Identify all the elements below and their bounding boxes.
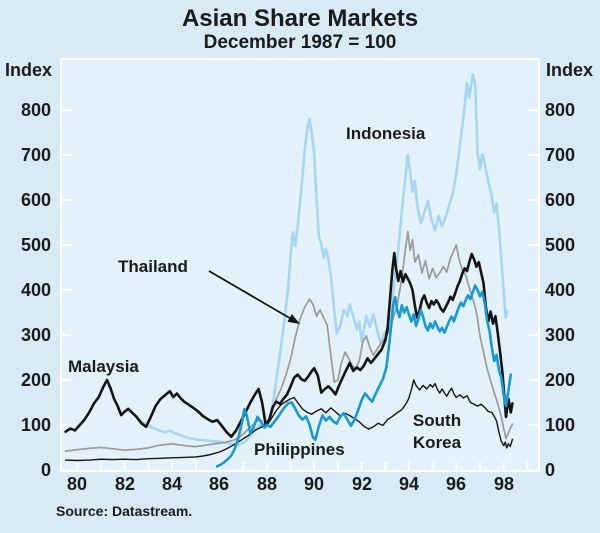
series-line-south-korea [64, 379, 514, 462]
y-axis-tick-label-left-200: 200 [20, 370, 51, 390]
series-line-thailand [64, 230, 514, 452]
x-axis-tick-label-88: 88 [256, 474, 278, 494]
y-axis-tick-label-left-500: 500 [20, 235, 51, 255]
y-axis-tick-label-right-100: 100 [545, 415, 576, 435]
series-line-philippines [215, 284, 513, 468]
chart-subtitle: December 1987 = 100 [203, 32, 397, 53]
plot-area [60, 58, 540, 472]
series-line-malaysia [64, 251, 514, 439]
y-axis-ticks [62, 109, 538, 426]
y-axis-tick-label-left-800: 800 [20, 100, 51, 120]
x-axis-tick-label-94: 94 [398, 474, 420, 494]
source-note: Source: Datastream. [56, 503, 193, 519]
series-label-south-korea-line1: South [412, 411, 462, 430]
series-label-south-korea: South Korea [394, 410, 480, 454]
x-axis-tick-label-98: 98 [493, 474, 515, 494]
y-axis-tick-label-right-0: 0 [545, 460, 556, 480]
y-axis-tick-label-left-0: 0 [40, 460, 51, 480]
x-axis-tick-label-82: 82 [114, 474, 136, 494]
x-axis-tick-label-90: 90 [303, 474, 325, 494]
x-axis-tick-label-80: 80 [66, 474, 88, 494]
y-axis-tick-label-right-200: 200 [545, 370, 576, 390]
y-axis-tick-label-right-700: 700 [545, 145, 576, 165]
series-label-malaysia: Malaysia [68, 357, 139, 376]
series-label-indonesia: Indonesia [346, 124, 426, 143]
x-axis-tick-label-96: 96 [445, 474, 467, 494]
y-axis-unit-label-left: Index [4, 60, 52, 80]
y-axis-tick-label-left-700: 700 [20, 145, 51, 165]
y-axis-tick-label-right-300: 300 [545, 325, 576, 345]
y-axis-tick-label-left-300: 300 [20, 325, 51, 345]
series-label-philippines: Philippines [254, 440, 345, 459]
chart-title: Asian Share Markets [181, 5, 419, 32]
series-label-thailand: Thailand [118, 257, 188, 276]
y-axis-tick-label-left-600: 600 [20, 190, 51, 210]
y-axis-unit-label-right: Index [546, 60, 594, 80]
thailand-arrow [208, 270, 300, 324]
y-axis-tick-label-right-500: 500 [545, 235, 576, 255]
chart-canvas [62, 72, 538, 470]
x-axis-tick-label-84: 84 [161, 474, 183, 494]
y-axis-tick-label-right-800: 800 [545, 100, 576, 120]
y-axis-tick-label-left-100: 100 [20, 415, 51, 435]
series-label-south-korea-line2: Korea [412, 433, 462, 452]
x-axis-tick-label-92: 92 [351, 474, 373, 494]
x-axis-tick-label-86: 86 [208, 474, 230, 494]
x-axis-ticks [76, 462, 529, 470]
y-axis-tick-label-left-400: 400 [20, 280, 51, 300]
y-axis-tick-label-right-400: 400 [545, 280, 576, 300]
y-axis-tick-label-right-600: 600 [545, 190, 576, 210]
